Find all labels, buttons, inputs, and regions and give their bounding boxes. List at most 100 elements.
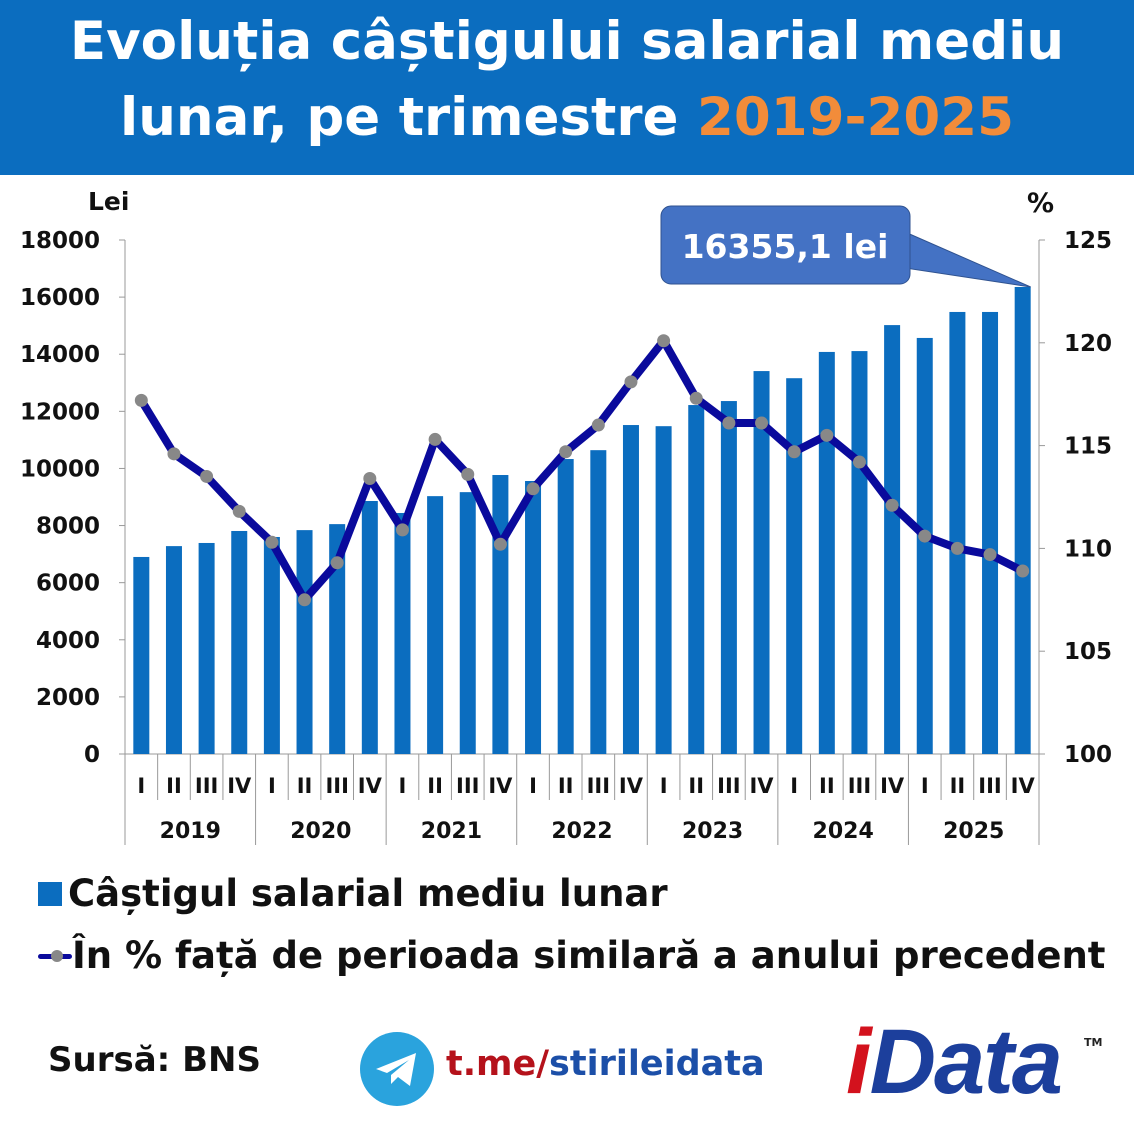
title-prefix: lunar, pe trimestre bbox=[120, 87, 697, 148]
left-axis-title: Lei bbox=[88, 187, 129, 216]
quarter-label: II bbox=[297, 774, 313, 798]
quarter-label: II bbox=[950, 774, 966, 798]
chart: 0 2000 4000 6000 8000 10000 12000 14000 16000 180… bbox=[20, 187, 1112, 845]
legend-bar-label: Câștigul salarial mediu lunar bbox=[68, 872, 668, 915]
quarter-label: IV bbox=[619, 774, 644, 798]
bar bbox=[884, 325, 901, 754]
quarter-label: II bbox=[819, 774, 835, 798]
quarter-label: I bbox=[660, 774, 668, 798]
trademark: TM bbox=[1084, 1036, 1103, 1049]
quarter-label: I bbox=[399, 774, 407, 798]
bar bbox=[590, 450, 607, 754]
quarter-label: IV bbox=[749, 774, 774, 798]
link-prefix: t.me/ bbox=[446, 1044, 550, 1084]
bar bbox=[329, 524, 346, 754]
line-point bbox=[428, 432, 442, 446]
left-tick-label: 14000 bbox=[20, 342, 100, 368]
quarter-label: I bbox=[529, 774, 537, 798]
bar bbox=[1014, 286, 1031, 754]
right-tick-label: 125 bbox=[1064, 228, 1112, 254]
left-tick-label: 18000 bbox=[20, 228, 100, 254]
line-point bbox=[722, 416, 736, 430]
line-point bbox=[493, 537, 507, 551]
line-point bbox=[950, 541, 964, 555]
bar bbox=[720, 401, 737, 754]
bar bbox=[263, 536, 280, 754]
line-point bbox=[298, 593, 312, 607]
telegram-icon[interactable] bbox=[360, 1032, 434, 1106]
quarter-label: II bbox=[688, 774, 704, 798]
bar bbox=[655, 426, 672, 754]
year-label: 2019 bbox=[160, 819, 221, 844]
line-point bbox=[232, 504, 246, 518]
quarter-label: II bbox=[166, 774, 182, 798]
year-label: 2025 bbox=[943, 819, 1004, 844]
quarter-label: III bbox=[587, 774, 610, 798]
line-point bbox=[167, 447, 181, 461]
legend-line-label: În % față de perioada similară a anului … bbox=[72, 934, 1106, 977]
bar bbox=[361, 500, 378, 754]
line-point bbox=[526, 482, 540, 496]
line-point bbox=[330, 556, 344, 570]
quarter-label: III bbox=[848, 774, 871, 798]
title-banner: Evoluția câștigului salarial mediu lunar… bbox=[0, 0, 1134, 175]
bar bbox=[851, 351, 868, 754]
line-point bbox=[624, 375, 638, 389]
bar bbox=[427, 496, 444, 754]
left-tick-label: 6000 bbox=[36, 571, 100, 597]
line-point bbox=[657, 334, 671, 348]
line-point bbox=[265, 535, 279, 549]
year-label: 2023 bbox=[682, 819, 743, 844]
right-tick-label: 105 bbox=[1064, 639, 1112, 665]
right-tick-label: 110 bbox=[1064, 536, 1112, 562]
bar bbox=[525, 481, 542, 754]
line-point bbox=[852, 455, 866, 469]
callout-pointer bbox=[904, 231, 1031, 288]
line-point bbox=[200, 469, 214, 483]
bar bbox=[557, 459, 574, 754]
right-tick-label: 120 bbox=[1064, 331, 1112, 357]
left-tick-label: 12000 bbox=[20, 399, 100, 425]
callout-box bbox=[660, 205, 911, 285]
line-point bbox=[461, 467, 475, 481]
line-point bbox=[363, 471, 377, 485]
year-label: 2020 bbox=[290, 819, 351, 844]
bar bbox=[786, 378, 803, 754]
quarter-label: IV bbox=[880, 774, 905, 798]
quarter-label: I bbox=[137, 774, 145, 798]
quarter-label: IV bbox=[358, 774, 383, 798]
bar bbox=[133, 556, 150, 754]
legend-line: În % față de perioada similară a anului … bbox=[38, 934, 1105, 977]
quarter-label: I bbox=[921, 774, 929, 798]
telegram-link[interactable]: t.me/stirileidata bbox=[446, 1044, 765, 1084]
line-point bbox=[918, 529, 932, 543]
bar bbox=[688, 405, 705, 754]
bar bbox=[949, 311, 966, 754]
line-point bbox=[755, 416, 769, 430]
line-point bbox=[787, 445, 801, 459]
bar bbox=[753, 371, 770, 754]
quarter-label: III bbox=[325, 774, 348, 798]
line-point bbox=[591, 418, 605, 432]
quarter-label: III bbox=[456, 774, 479, 798]
quarter-label: II bbox=[558, 774, 574, 798]
bar bbox=[492, 475, 509, 754]
bar bbox=[818, 351, 835, 754]
quarter-label: IV bbox=[227, 774, 252, 798]
legend-bar: Câștigul salarial mediu lunar bbox=[38, 872, 668, 915]
quarter-label: IV bbox=[488, 774, 513, 798]
bar bbox=[459, 492, 476, 754]
bar bbox=[394, 512, 411, 754]
year-label: 2024 bbox=[813, 819, 874, 844]
year-label: 2022 bbox=[551, 819, 612, 844]
right-tick-label: 115 bbox=[1064, 434, 1112, 460]
line-point bbox=[689, 391, 703, 405]
line-point bbox=[885, 498, 899, 512]
left-tick-label: 0 bbox=[84, 742, 100, 768]
left-tick-label: 8000 bbox=[36, 514, 100, 540]
line-point bbox=[134, 393, 148, 407]
bar bbox=[982, 311, 999, 754]
quarter-label: IV bbox=[1011, 774, 1036, 798]
legend-bar-swatch bbox=[38, 881, 62, 906]
quarter-label: III bbox=[717, 774, 740, 798]
